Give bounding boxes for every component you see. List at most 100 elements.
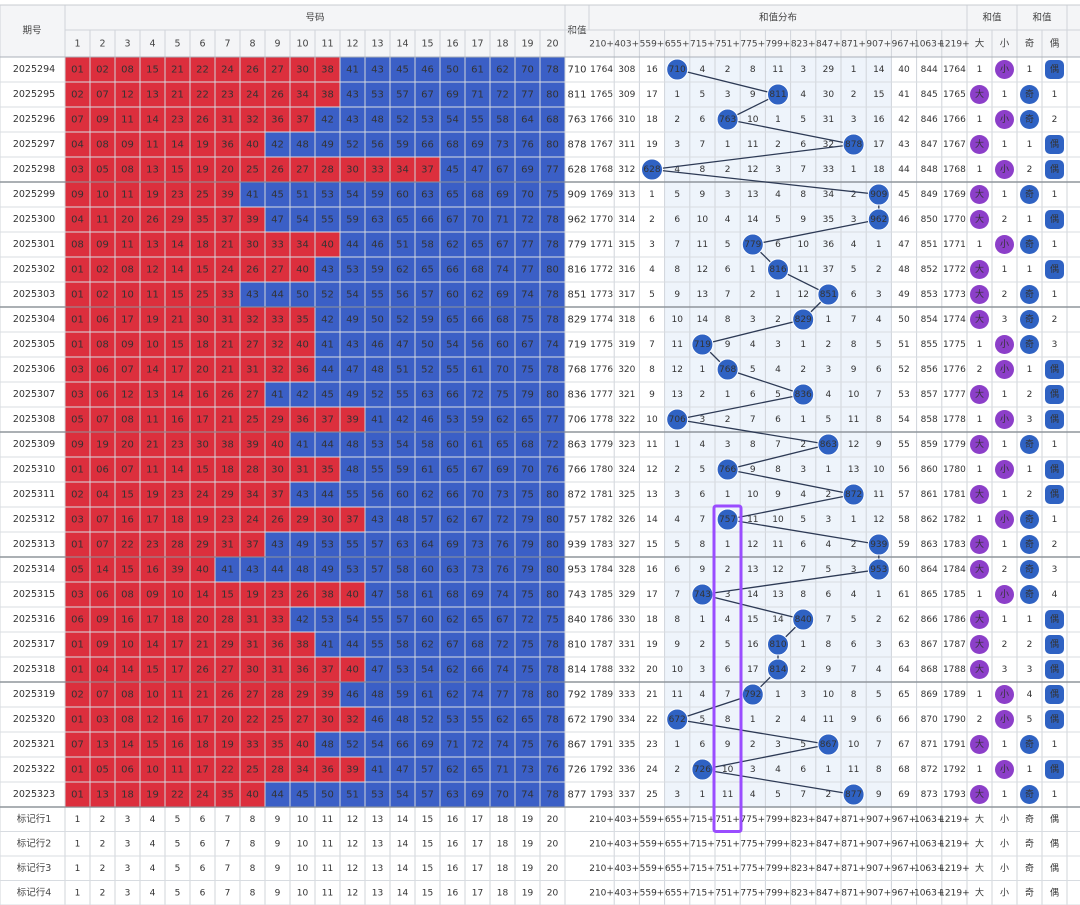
flag-omission: 2 [977, 715, 983, 725]
number-cell [515, 657, 540, 682]
number-cell [440, 332, 465, 357]
sum-marker [792, 308, 815, 331]
number: 50 [296, 290, 309, 301]
number-cell [65, 407, 90, 432]
number: 71 [471, 90, 484, 101]
omission: 17 [646, 90, 657, 100]
marker-number: 2 [100, 864, 106, 874]
number-cell [290, 132, 315, 157]
number: 70 [521, 190, 534, 201]
flag-omission: 2 [1052, 540, 1058, 550]
number-cell [365, 707, 390, 732]
number-cell [340, 782, 365, 807]
number-cell [240, 707, 265, 732]
number-cell [140, 257, 165, 282]
number-cell [90, 132, 115, 157]
period: 2025322 [13, 764, 55, 775]
number-cell [115, 257, 140, 282]
flag-omission: 1 [977, 765, 983, 775]
omission: 7 [800, 790, 806, 800]
number: 09 [71, 190, 84, 201]
number-cell [165, 382, 190, 407]
number: 31 [246, 615, 259, 626]
omission: 337 [618, 790, 635, 800]
number: 17 [171, 665, 184, 676]
number: 77 [546, 165, 559, 176]
size-marker [970, 610, 989, 629]
omission: 1781 [943, 490, 966, 500]
flag-omission: 1 [977, 165, 983, 175]
number: 72 [496, 515, 509, 526]
number-cell [65, 207, 90, 232]
parity-marker [1020, 560, 1039, 579]
number-cell [65, 607, 90, 632]
number: 07 [96, 540, 109, 551]
flag: 奇 [1025, 188, 1034, 200]
number: 48 [296, 140, 309, 151]
flag: 大 [975, 738, 984, 750]
number-cell [340, 107, 365, 132]
number-cell [465, 632, 490, 657]
marker-number: 13 [372, 888, 383, 898]
number-cell [515, 157, 540, 182]
omission: 1 [826, 765, 832, 775]
number: 69 [471, 790, 484, 801]
marker-number: 11 [322, 888, 333, 898]
number-cell [540, 407, 565, 432]
number-cell [540, 707, 565, 732]
omission: 1791 [590, 740, 613, 750]
number-cell [165, 507, 190, 532]
number-cell [265, 107, 290, 132]
omission: 1 [851, 65, 857, 75]
number: 44 [346, 640, 359, 651]
number-cell [415, 307, 440, 332]
omission: 9 [700, 565, 706, 575]
number-cell [390, 57, 415, 82]
number-cell [440, 782, 465, 807]
marker-distribution: 799+ [766, 888, 791, 898]
number: 27 [271, 265, 284, 276]
number: 32 [271, 340, 284, 351]
number-cell [165, 307, 190, 332]
marker-flag: 大 [975, 862, 984, 874]
number-cell [290, 732, 315, 757]
number-cell [540, 532, 565, 557]
omission: 3 [851, 215, 857, 225]
number-cell [490, 382, 515, 407]
marker-number: 6 [200, 864, 206, 874]
marker-number: 11 [322, 815, 333, 825]
sum-marker [867, 533, 890, 556]
size-marker [970, 735, 989, 754]
number: 77 [496, 690, 509, 701]
number-cell [190, 657, 215, 682]
number: 46 [371, 715, 384, 726]
number-cell [265, 207, 290, 232]
sum-marker [767, 633, 789, 656]
number-cell [115, 532, 140, 557]
marker-number: 18 [497, 864, 509, 874]
omission: 5 [750, 365, 756, 375]
omission: 7 [725, 690, 731, 700]
number: 27 [296, 715, 309, 726]
number: 20 [196, 365, 209, 376]
number: 09 [71, 440, 84, 451]
omission: 862 [921, 515, 938, 525]
marker-distribution: 751+ [715, 815, 740, 825]
number: 80 [546, 565, 559, 576]
number-cell [265, 407, 290, 432]
omission: 7 [674, 240, 680, 250]
flag-omission: 2 [1002, 290, 1008, 300]
marker-distribution: 210+ [589, 888, 614, 898]
number: 08 [121, 690, 134, 701]
omission: 2 [725, 565, 731, 575]
number-cell [490, 582, 515, 607]
omission: 1777 [590, 390, 613, 400]
number-cell [65, 707, 90, 732]
number-cell [415, 132, 440, 157]
omission: 4 [876, 665, 882, 675]
number: 21 [146, 440, 159, 451]
number: 19 [146, 190, 159, 201]
omission: 34 [823, 190, 835, 200]
omission: 1764 [590, 65, 613, 75]
number: 41 [221, 565, 234, 576]
